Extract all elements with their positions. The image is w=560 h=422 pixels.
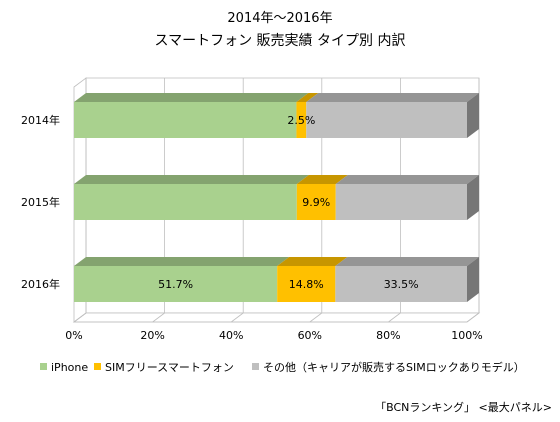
data-label: 9.9% [302, 196, 330, 209]
legend-swatch [40, 363, 47, 370]
bar-side [467, 175, 479, 220]
chart-title-line-1: 2014年〜2016年 [227, 11, 332, 26]
plot-area: 0% 20% 40% 60% 80% 100% 2.5% 9.9% 51.7% 14.8% 33.5… [21, 77, 483, 342]
x-tick-label: 20% [140, 329, 164, 342]
bar-top [335, 175, 479, 184]
legend-label: SIMフリースマートフォン [105, 361, 234, 374]
bar-top [296, 93, 319, 102]
legend-label: iPhone [51, 361, 88, 374]
x-tick-label: 100% [451, 329, 482, 342]
category-label: 2014年 [21, 113, 60, 127]
x-tick-label: 40% [219, 329, 243, 342]
bar [296, 102, 307, 138]
bars: 2.5% 9.9% 51.7% 14.8% 33.5% [74, 93, 479, 302]
bar [335, 266, 467, 302]
data-label: 2.5% [287, 114, 315, 127]
floor-gridline [230, 312, 244, 323]
bar [74, 266, 278, 302]
bar-top [74, 93, 309, 102]
bar-top [74, 175, 309, 184]
bar-top [306, 93, 479, 102]
data-label: 14.8% [289, 278, 324, 291]
legend: iPhone SIMフリースマートフォン その他（キャリアが販売するSIMロックあり… [40, 360, 525, 374]
category-label: 2015年 [21, 195, 60, 209]
data-label: 33.5% [384, 278, 419, 291]
floor-gridline [388, 312, 401, 323]
legend-label: その他（キャリアが販売するSIMロックありモデル） [263, 360, 525, 374]
chart-title-line-2: スマートフォン 販売実績 タイプ別 内訳 [155, 33, 406, 49]
bar-top [277, 257, 348, 266]
data-label: 51.7% [158, 278, 193, 291]
bar-top [296, 175, 348, 184]
floor-gridline [152, 312, 165, 323]
x-tick-label: 60% [298, 329, 322, 342]
bar [74, 184, 297, 220]
bar [296, 184, 336, 220]
category-label: 2016年 [21, 277, 60, 291]
legend-swatch [94, 363, 101, 370]
x-tick-label: 0% [65, 329, 82, 342]
bar [306, 102, 467, 138]
bar-top [74, 257, 290, 266]
floor [72, 312, 481, 323]
bar-side [467, 257, 479, 302]
source-note: 「BCNランキング」 <最大パネル> [375, 400, 552, 414]
floor-gridline [466, 312, 480, 323]
floor-gridline [73, 312, 87, 323]
floor-gridline [309, 312, 323, 323]
x-tick-label: 80% [376, 329, 400, 342]
bar [277, 266, 336, 302]
bar [335, 184, 467, 220]
bar-side [467, 93, 479, 138]
legend-swatch [252, 363, 259, 370]
bar-top [335, 257, 479, 266]
bar [74, 102, 297, 138]
